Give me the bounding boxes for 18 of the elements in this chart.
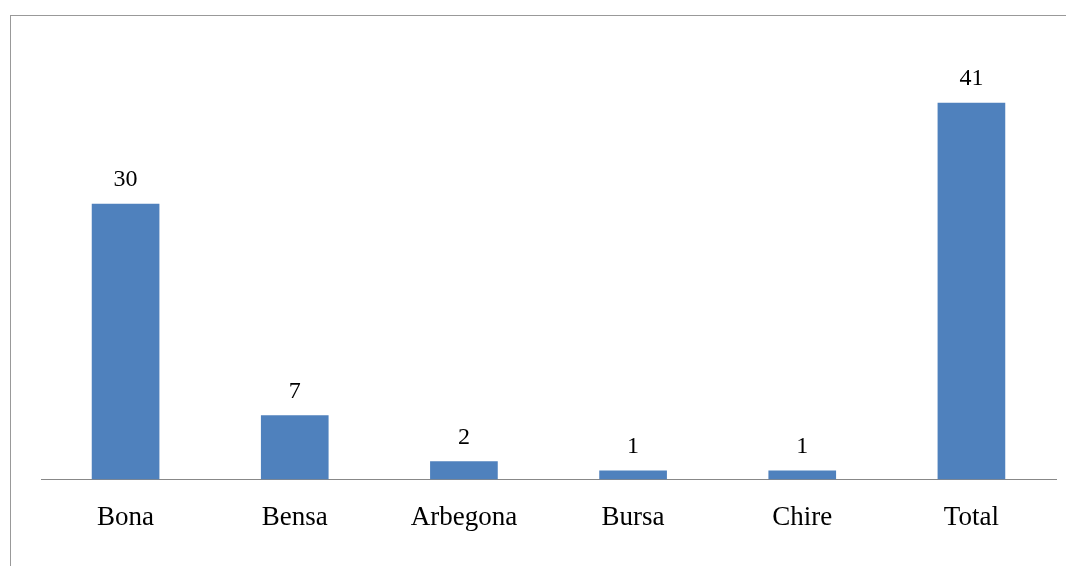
data-label: 1 [796, 431, 809, 458]
data-label: 1 [627, 431, 640, 458]
x-tick-label: Bensa [261, 500, 328, 531]
x-tick-label: Chire [772, 500, 833, 531]
bar [599, 470, 667, 480]
bar [260, 415, 329, 480]
bar [937, 102, 1006, 480]
data-label: 7 [288, 376, 301, 403]
x-tick-label: Total [943, 500, 999, 531]
bar [91, 203, 160, 480]
bar [768, 470, 837, 480]
data-label: 2 [457, 422, 470, 449]
data-label: 30 [113, 165, 138, 192]
data-label: 41 [959, 64, 984, 91]
x-tick-label: Bursa [601, 500, 665, 531]
x-tick-label: Bona [97, 500, 155, 531]
bar [430, 461, 498, 480]
x-tick-label: Arbegona [410, 500, 518, 531]
